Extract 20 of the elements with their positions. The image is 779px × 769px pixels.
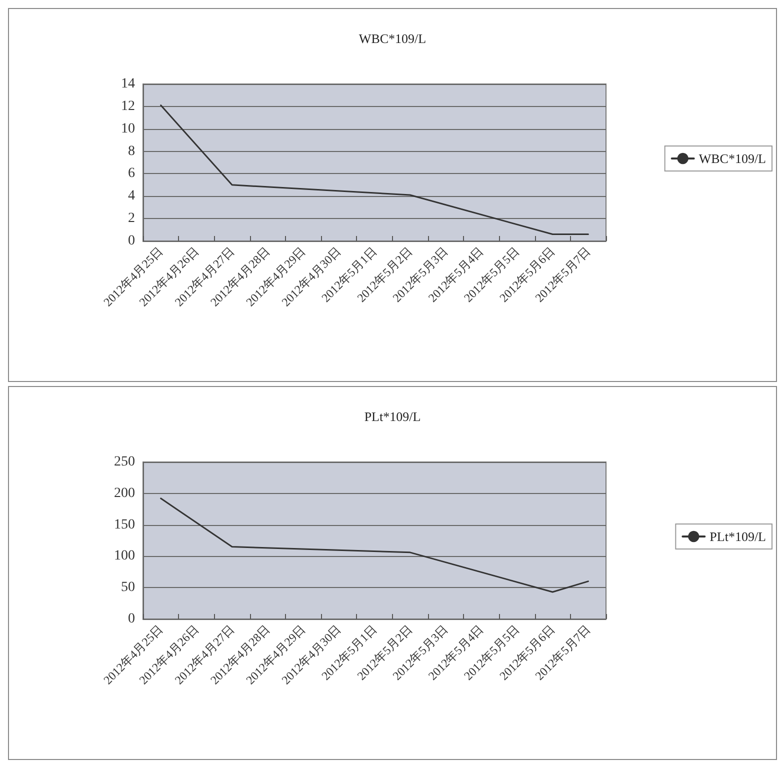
y-tick-label: 150 (114, 517, 135, 532)
y-tick-label: 0 (128, 234, 135, 248)
legend-label: WBC*109/L (698, 151, 766, 166)
y-tick-label: 10 (121, 121, 135, 136)
y-tick-label: 12 (121, 98, 135, 114)
y-tick-label: 0 (128, 612, 135, 626)
chart-title: WBC*109/L (358, 31, 426, 46)
y-tick-label: 200 (114, 486, 135, 501)
line-series (160, 104, 589, 236)
chart-title: PLt*109/L (364, 409, 421, 424)
y-tick-label: 250 (114, 454, 135, 470)
y-tick-label: 100 (114, 548, 135, 564)
y-tick-label: 4 (128, 188, 135, 204)
y-tick-label: 14 (121, 76, 135, 92)
y-tick-label: 2 (128, 211, 135, 226)
legend-label: PLt*109/L (710, 529, 766, 544)
y-tick-label: 6 (128, 166, 135, 182)
line-series (160, 498, 589, 593)
y-tick-label: 50 (121, 580, 135, 596)
y-tick-label: 8 (128, 144, 135, 159)
